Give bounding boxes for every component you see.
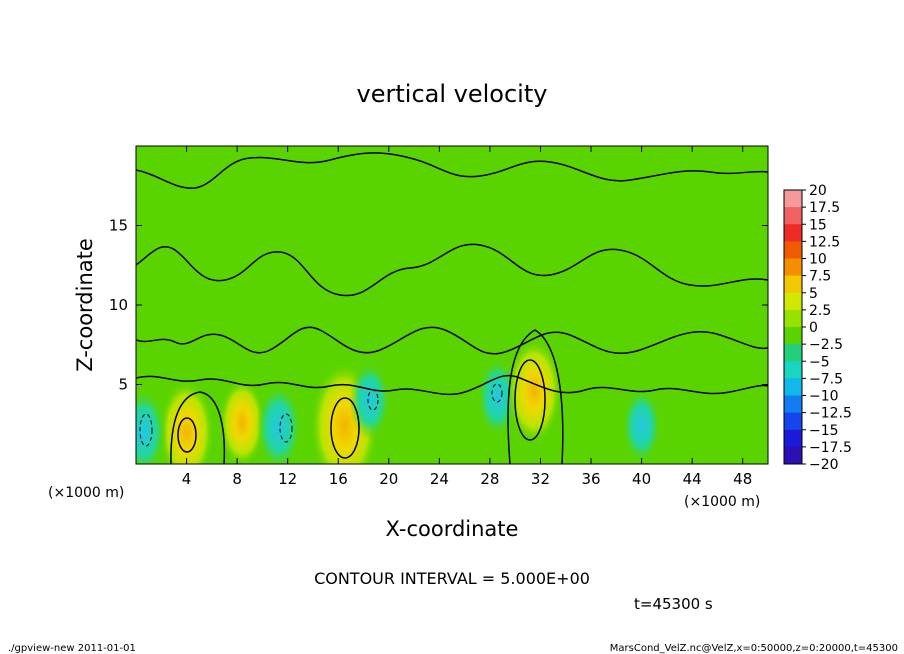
colorbar-label: −2.5 (809, 337, 843, 353)
chart-title: vertical velocity (357, 80, 548, 108)
contour-column-west (170, 391, 226, 464)
x-tick-label: 8 (232, 470, 242, 488)
contour-updraft-16km (330, 397, 360, 459)
x-tick-label: 48 (733, 470, 752, 488)
x-axis-label: X-coordinate (386, 517, 519, 541)
colorbar-label: −5 (809, 354, 830, 370)
x-tick-label: 32 (531, 470, 550, 488)
colorbar-label: 10 (809, 252, 827, 268)
x-tick-label: 36 (581, 470, 600, 488)
x-tick-label: 20 (379, 470, 398, 488)
colorbar-label: −17.5 (809, 440, 852, 456)
colorbar-label: 7.5 (809, 269, 831, 285)
colorbar-swatch (784, 207, 802, 225)
colorbar-label: 12.5 (809, 234, 840, 250)
y-axis-label: Z-coordinate (73, 238, 97, 372)
colorbar-swatch (784, 446, 802, 465)
colorbar-swatch (784, 258, 802, 277)
y-tick-label: 15 (109, 217, 128, 235)
updraft-region (506, 338, 562, 443)
x-tick-label: 12 (278, 470, 297, 488)
colorbar-label: −7.5 (809, 371, 843, 387)
colorbar-swatch (784, 361, 802, 379)
colorbar-swatch (784, 344, 802, 362)
colorbar-swatch (784, 429, 802, 448)
colorbar-swatch (784, 395, 802, 414)
colorbar-label: 20 (809, 183, 827, 199)
field-features (136, 338, 662, 464)
plot-area (136, 146, 768, 464)
time-label: t=45300 s (634, 595, 713, 613)
contour-lines (136, 152, 768, 464)
colorbar-swatch (784, 224, 802, 242)
downdraft-region (136, 388, 167, 464)
colorbar-label: 15 (809, 217, 827, 233)
y-axis: 5 10 15 (109, 217, 768, 394)
x-tick-label: 16 (329, 470, 348, 488)
contour-downdraft-12km (279, 413, 293, 443)
colorbar-swatch (784, 275, 802, 294)
x-axis: 4 8 12 16 20 24 28 32 36 40 44 48 (182, 146, 752, 488)
x-tick-label: 44 (683, 470, 702, 488)
footer-right: MarsCond_VelZ.nc@VelZ,x=0:50000,z=0:2000… (610, 643, 898, 654)
colorbar-swatch (784, 378, 802, 396)
colorbar-label: 17.5 (809, 200, 840, 216)
footer-left: ./gpview-new 2011-01-01 (8, 643, 136, 654)
contour-column-east (507, 329, 564, 464)
colorbar-label: 2.5 (809, 303, 831, 319)
colorbar-label: 0 (809, 320, 818, 336)
contour-line-basal (136, 374, 768, 396)
colorbar-swatch (784, 241, 802, 259)
contour-downdraft-28km (491, 383, 503, 403)
updraft-region (219, 378, 265, 464)
contour-updraft-31km (514, 359, 546, 441)
contour-interval-label: CONTOUR INTERVAL = 5.000E+00 (314, 569, 590, 588)
updraft-region (159, 380, 214, 464)
contour-downdraft-18km (367, 389, 379, 411)
colorbar-label: −20 (809, 457, 839, 473)
colorbar-swatch (784, 292, 802, 311)
colorbar-swatch (784, 412, 802, 431)
downdraft-contours (139, 383, 503, 447)
contour-updraft-4km (177, 417, 197, 453)
colorbar-label: −12.5 (809, 406, 852, 422)
downdraft-region (256, 383, 302, 464)
colorbar-swatch (784, 327, 802, 345)
y-tick-label: 10 (109, 296, 128, 314)
colorbar-swatch (784, 190, 802, 208)
colorbar-swatch (784, 309, 802, 328)
y-tick-label: 5 (118, 376, 128, 394)
contour-line-upper (136, 152, 768, 189)
contour-line-mid (136, 243, 768, 297)
x-tick-label: 28 (480, 470, 499, 488)
x-unit-left: (×1000 m) (48, 485, 124, 501)
x-tick-label: 24 (430, 470, 449, 488)
x-tick-label: 4 (182, 470, 192, 488)
colorbar-label: −15 (809, 423, 839, 439)
colorbar-label: −10 (809, 389, 839, 405)
colorbar-label: 5 (809, 286, 818, 302)
contour-downdraft-west (139, 413, 153, 447)
downdraft-region (622, 387, 662, 464)
contour-line-low (136, 326, 768, 355)
x-unit-right: (×1000 m) (684, 494, 760, 510)
downdraft-region (349, 360, 391, 441)
x-tick-label: 40 (632, 470, 651, 488)
